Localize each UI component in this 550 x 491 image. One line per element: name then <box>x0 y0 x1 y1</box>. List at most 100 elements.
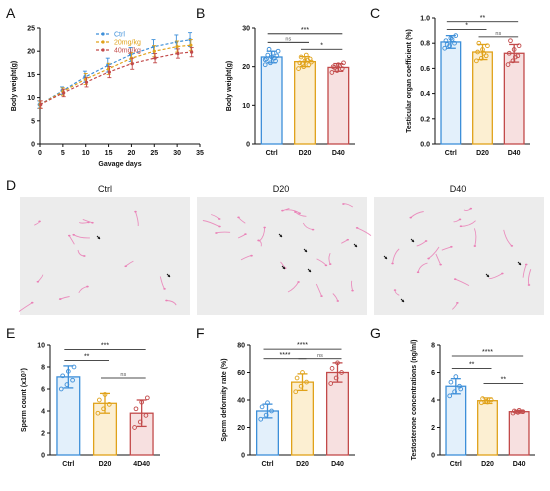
x-tick-label: Ctrl <box>450 461 462 468</box>
data-point <box>298 54 304 60</box>
y-tick-label: 4 <box>431 398 435 405</box>
y-tick-label: 6 <box>431 370 435 377</box>
x-tick-label: 0 <box>38 150 42 157</box>
arrow-head <box>486 274 489 277</box>
micrograph-background <box>20 197 190 315</box>
data-point <box>448 379 454 385</box>
significance-label: ns <box>495 31 501 37</box>
data-point <box>70 377 75 383</box>
x-tick-label: D40 <box>331 461 344 468</box>
data-point <box>447 43 452 49</box>
bar-d40 <box>503 52 525 145</box>
sperm-head <box>453 278 457 281</box>
x-tick-label: 20 <box>128 150 136 157</box>
x-tick-label: 15 <box>105 150 113 157</box>
sperm-deformity-bar-chart: 0 20 40 60 80 Sperm deformity rate (%) Ctrl D20… <box>221 342 355 468</box>
data-point <box>302 58 308 64</box>
x-tick-label: 4D40 <box>133 461 150 468</box>
sperm-head <box>510 244 514 247</box>
y-axis-label: Body weight(g) <box>11 61 18 112</box>
data-point <box>515 53 521 59</box>
sperm-cell <box>18 302 33 312</box>
data-point <box>513 54 518 60</box>
legend-label: 40mg/kg <box>114 48 141 55</box>
arrow-head <box>97 236 100 239</box>
micrograph-label-d20: D20 <box>273 184 290 194</box>
y-tick-label: 0.2 <box>420 116 430 123</box>
sperm-head <box>501 272 504 275</box>
sperm-head <box>439 263 442 266</box>
sperm-cell <box>259 227 266 242</box>
sperm-head <box>83 255 86 257</box>
data-point <box>452 389 457 395</box>
data-point <box>132 425 137 430</box>
sperm-cell <box>503 229 513 247</box>
significance-label: ** <box>469 361 475 368</box>
data-point <box>153 56 157 60</box>
sperm-head <box>215 232 218 234</box>
body-weight-bar-chart: 0 10 20 30 Body weight(g) Ctrl D20 D40 *** ns * <box>226 26 355 157</box>
data-point <box>71 364 77 370</box>
micrograph-background <box>374 197 544 315</box>
sperm-head <box>218 225 221 228</box>
x-tick-label: D20 <box>476 150 489 157</box>
x-axis-label: Gavage days <box>98 161 141 168</box>
data-point <box>137 419 143 425</box>
legend-label: Ctrl <box>114 32 125 39</box>
y-tick-label: 8 <box>431 343 435 350</box>
significance-label: ** <box>501 377 507 384</box>
y-tick-label: 2 <box>41 431 45 438</box>
micrograph-background <box>197 197 367 315</box>
sperm-head <box>459 225 463 228</box>
x-tick-label: D20 <box>481 461 494 468</box>
x-tick-label: 10 <box>82 150 90 157</box>
sperm-cell <box>416 240 427 247</box>
bar-d20 <box>477 400 498 456</box>
data-point <box>139 399 145 405</box>
sperm-head <box>58 298 62 300</box>
y-tick-label: 2 <box>431 425 435 432</box>
sperm-head <box>165 299 168 302</box>
y-tick-label: 0 <box>41 453 45 460</box>
data-point <box>275 48 281 54</box>
legend-label: 20mg/kg <box>114 40 141 47</box>
data-point <box>334 68 340 73</box>
data-point <box>485 43 490 49</box>
significance-label: * <box>465 22 468 29</box>
data-point <box>309 59 314 65</box>
x-tick-label: D20 <box>296 461 309 468</box>
sperm-head <box>297 281 300 283</box>
micrograph-d20 <box>197 197 372 315</box>
panel-letter-c: C <box>370 5 380 21</box>
sperm-cell <box>428 246 440 259</box>
sperm-cell <box>489 273 503 280</box>
sperm-head <box>351 289 354 292</box>
x-tick-label: 30 <box>173 150 181 157</box>
y-axis-label: Testosterone concentrations (ng/ml) <box>411 340 418 461</box>
data-point <box>101 406 106 412</box>
sperm-head <box>163 288 166 290</box>
y-tick-label: 20 <box>27 49 35 56</box>
sperm-cell <box>417 262 428 273</box>
sperm-head <box>473 245 477 247</box>
arrow-head <box>167 274 170 277</box>
sperm-head <box>469 207 473 210</box>
data-point <box>95 410 101 416</box>
data-point <box>175 44 179 49</box>
significance-label: ns <box>317 353 323 359</box>
data-point <box>449 37 455 42</box>
arrow-head <box>304 249 307 252</box>
data-point <box>265 52 271 58</box>
data-point <box>305 57 310 63</box>
x-tick-label: 5 <box>61 150 65 157</box>
data-point <box>300 370 305 375</box>
y-tick-label: 0 <box>241 453 245 460</box>
sperm-head <box>416 271 420 274</box>
sperm-head <box>36 280 40 283</box>
data-point <box>506 50 512 56</box>
y-axis-label: Body weight(g) <box>226 61 233 112</box>
legend-marker <box>101 32 105 36</box>
data-point <box>294 375 300 381</box>
sperm-head <box>134 210 137 213</box>
x-tick-label: D20 <box>99 461 112 468</box>
